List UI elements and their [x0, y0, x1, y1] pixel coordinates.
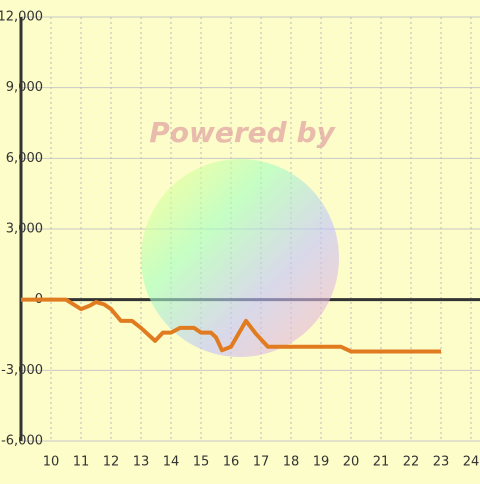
x-tick-label: 23	[433, 455, 450, 470]
watermark-logo	[141, 159, 339, 357]
x-tick-label: 13	[133, 455, 150, 470]
line-series	[21, 297, 441, 354]
x-tick-label: 10	[43, 455, 60, 470]
x-tick-label: 24	[463, 455, 480, 470]
x-tick-label: 19	[313, 455, 330, 470]
y-tick-label: 3,000	[6, 222, 43, 237]
x-tick-label: 15	[193, 455, 210, 470]
x-tick-label: 21	[373, 455, 390, 470]
x-tick-label: 22	[403, 455, 420, 470]
x-tick-label: 14	[163, 455, 180, 470]
x-tick-label: 16	[223, 455, 240, 470]
y-tick-label: 6,000	[6, 151, 43, 166]
x-tick-label: 11	[73, 455, 90, 470]
plot	[21, 297, 441, 354]
x-tick-label: 17	[253, 455, 270, 470]
x-tick-label: 20	[343, 455, 360, 470]
x-tick-label: 18	[283, 455, 300, 470]
watermark: Powered by	[149, 116, 336, 149]
x-tick-label: 12	[103, 455, 120, 470]
y-tick-label: 9,000	[6, 80, 43, 95]
